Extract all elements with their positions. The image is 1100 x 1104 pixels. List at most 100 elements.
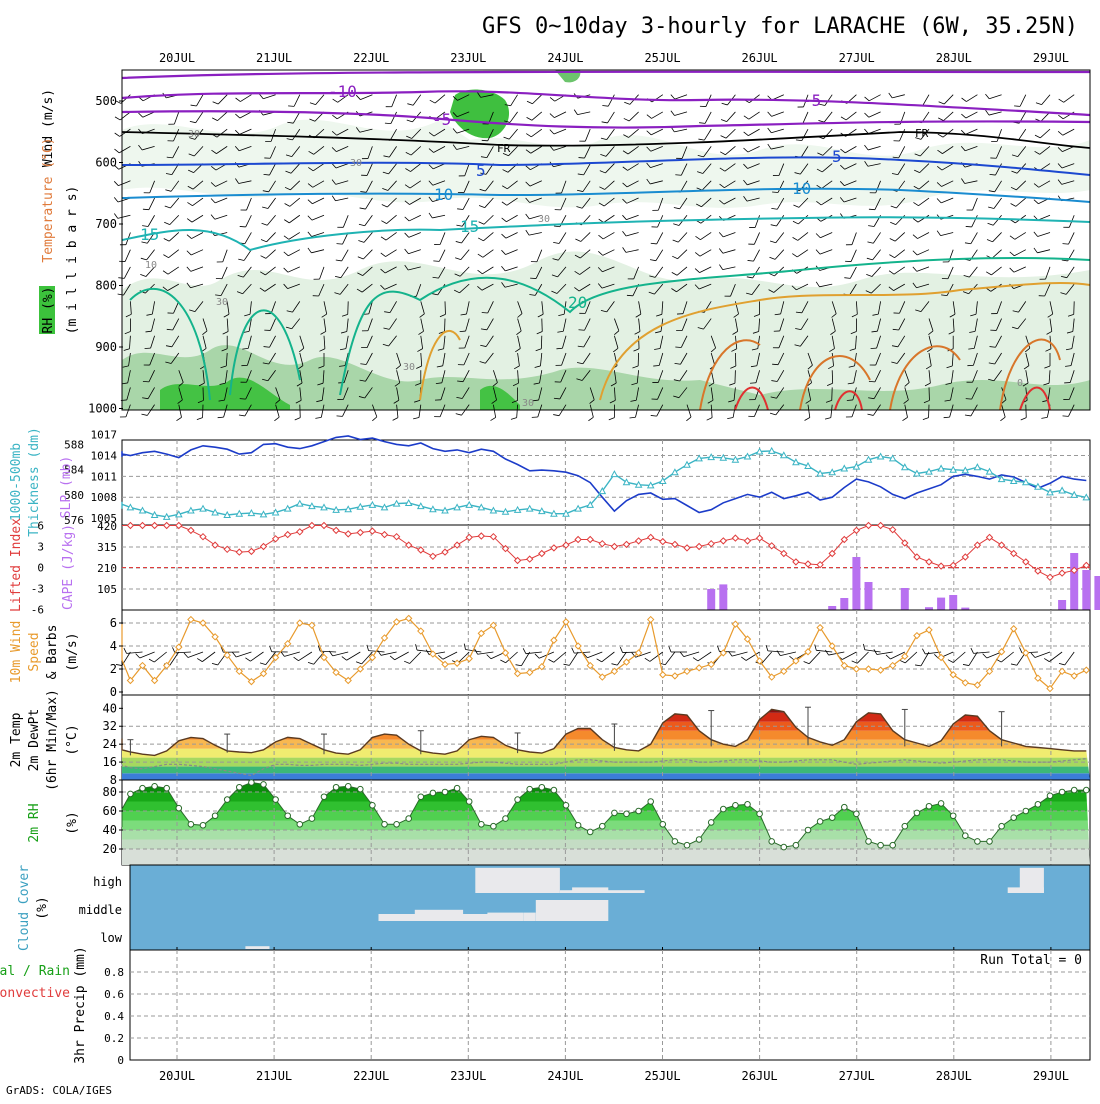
label-cape: CAPE (J/kg): [61, 524, 76, 610]
label-15-left: 15: [140, 225, 159, 244]
cape-bar-3: [840, 598, 848, 610]
rh-mark-80: [1047, 793, 1053, 799]
cloud-block-3: [524, 913, 536, 921]
cape-bar-1: [719, 584, 727, 610]
rh-mark-25: [382, 822, 388, 828]
date-bottom-27JUL: 27JUL: [839, 1069, 875, 1083]
rh-mark-12: [224, 797, 230, 803]
label-5-left: 5: [476, 161, 486, 180]
rh-mark-21: [333, 784, 339, 790]
label-rh: RH (%): [41, 287, 56, 334]
temp-tick-1: 16: [103, 755, 117, 769]
label-temp-units: (°C): [65, 724, 80, 755]
label-rh-1: 30: [188, 129, 200, 140]
rh-mark-24: [370, 803, 376, 809]
rh-mark-53: [721, 806, 727, 812]
rh-mark-73: [963, 833, 969, 839]
upper-tick-2: 700: [95, 217, 117, 231]
rh-mark-46: [636, 808, 642, 814]
precip-tick-2: 0.4: [104, 1010, 124, 1023]
rh-mark-76: [999, 823, 1005, 829]
date-top-25JUL: 25JUL: [644, 51, 680, 65]
rh-mark-65: [866, 839, 872, 845]
label-fr-1: FR: [497, 142, 511, 155]
label-temperature: Temperature (°C): [41, 137, 56, 262]
upper-tick-4: 900: [95, 340, 117, 354]
li-tick-4: 6: [37, 520, 44, 533]
rh-band-1: [122, 840, 1090, 850]
rh-mark-29: [430, 790, 436, 796]
slp-tick-1: 1008: [91, 491, 118, 504]
rh-mark-68: [902, 823, 908, 829]
upper-barb-356-flag: [556, 348, 562, 349]
cloud-level-middle: middle: [79, 903, 122, 917]
rh-mark-28: [418, 794, 424, 800]
rh-mark-14: [249, 780, 255, 786]
precip-tick-1: 0.2: [104, 1032, 124, 1045]
cape-bar-9: [949, 595, 957, 610]
rh-band-2: [122, 830, 1090, 840]
chart-title: GFS 0~10day 3-hourly for LARACHE (6W, 35…: [482, 14, 1078, 39]
cloud-block-4: [536, 900, 609, 921]
rh-mark-72: [950, 813, 956, 819]
date-bottom-22JUL: 22JUL: [353, 1069, 389, 1083]
rh-mark-11: [212, 813, 218, 819]
upper-tick-3: 800: [95, 279, 117, 293]
rh-mark-34: [491, 823, 497, 829]
date-top-29JUL: 29JUL: [1033, 51, 1069, 65]
rh-mark-60: [805, 827, 811, 833]
label-rh-5: 30: [403, 362, 415, 373]
cape-bar-4: [852, 557, 860, 610]
rh-mark-8: [176, 805, 182, 811]
slp-tick-4: 1017: [91, 429, 118, 442]
label-5-right: 5: [832, 147, 842, 166]
rh-mark-7: [164, 785, 170, 791]
label-speed: Speed: [27, 632, 42, 671]
label-m10: -10: [328, 82, 357, 101]
rh-mark-9: [188, 822, 194, 828]
rh-mark-16: [273, 797, 279, 803]
label-1000-500mb: 1000-500mb: [9, 443, 24, 521]
rh-mark-17: [285, 813, 291, 819]
upper-barb-587-flag: [847, 400, 853, 401]
date-bottom-24JUL: 24JUL: [547, 1069, 583, 1083]
rh-mark-37: [527, 786, 533, 792]
cape-bar-2: [828, 606, 836, 610]
cape-bar-6: [901, 588, 909, 610]
rh-mark-49: [672, 839, 678, 845]
li-tick-1: -3: [31, 583, 44, 596]
label-rh-8: 0: [1017, 378, 1023, 389]
rh-mark-40: [563, 803, 569, 809]
rh-mark-75: [987, 839, 993, 845]
rh-mark-33: [479, 822, 485, 828]
cloud-cover-panel: high middle low Cloud Cover (%): [17, 865, 1090, 951]
rh-mark-44: [612, 810, 618, 816]
cloud-level-high: high: [93, 875, 122, 889]
rh-mark-52: [708, 820, 714, 826]
cape-bar-8: [937, 598, 945, 610]
rh-mark-59: [793, 842, 799, 848]
li-tick-3: 3: [37, 541, 44, 554]
rh-tick-3: 80: [103, 785, 117, 799]
date-top-27JUL: 27JUL: [839, 51, 875, 65]
label-rh-2: 30: [350, 158, 362, 169]
wind-tick-2: 4: [110, 639, 117, 653]
temp-tick-4: 40: [103, 701, 117, 715]
rh-mark-64: [854, 811, 860, 817]
label-2m-temp: 2m Temp: [9, 712, 24, 767]
rh-tick-1: 40: [103, 823, 117, 837]
rh-mark-31: [454, 785, 460, 791]
precip-tick-0: 0: [117, 1054, 124, 1067]
date-bottom-26JUL: 26JUL: [742, 1069, 778, 1083]
rh-mark-35: [503, 816, 509, 822]
rh-mark-10: [200, 822, 206, 828]
rh-mark-74: [975, 839, 981, 845]
label-rh-units: (%): [65, 811, 80, 834]
cape-tick-3: 420: [97, 520, 117, 533]
rh-mark-63: [842, 804, 848, 810]
rh-mark-18: [297, 822, 303, 828]
date-top-26JUL: 26JUL: [742, 51, 778, 65]
